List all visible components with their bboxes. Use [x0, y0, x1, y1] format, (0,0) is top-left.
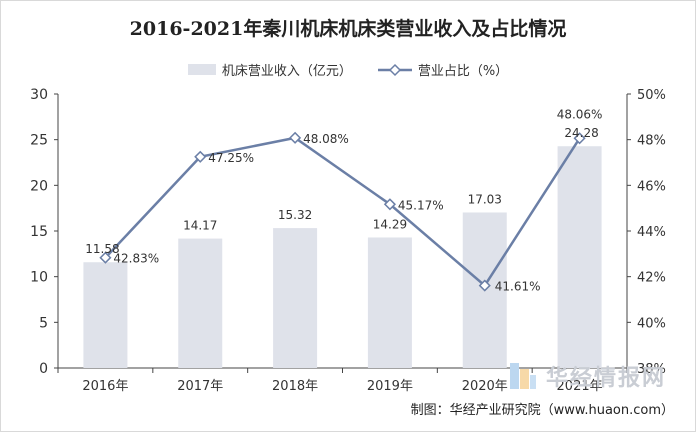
watermark: 华经情报网 — [508, 360, 666, 392]
bar-data-label: 15.32 — [278, 208, 312, 222]
legend-item-revenue: 机床营业收入（亿元） — [187, 60, 352, 79]
bar-data-label: 14.17 — [183, 219, 217, 233]
y-right-tick-label: 46% — [637, 179, 666, 194]
x-tick-label: 2019年 — [367, 379, 413, 394]
legend-item-share: 营业占比（%） — [377, 60, 509, 79]
y-left-tick-label: 25 — [30, 133, 48, 149]
x-tick-label: 2016年 — [82, 379, 128, 394]
bar-data-label: 24.28 — [564, 126, 598, 140]
legend-line-swatch — [377, 63, 412, 76]
y-right-tick-label: 44% — [637, 225, 666, 240]
x-tick-label: 2021年 — [557, 379, 603, 394]
line-point — [478, 279, 491, 292]
line-data-label: 48.06% — [557, 107, 603, 121]
y-left-tick-label: 15 — [30, 224, 48, 240]
bar — [367, 237, 412, 368]
bar-data-label: 17.03 — [468, 192, 502, 206]
bar-data-label: 11.58 — [85, 242, 119, 256]
x-tick-label: 2018年 — [272, 379, 318, 394]
watermark-text: 华经情报网 — [546, 366, 667, 391]
y-right-tick-label: 48% — [637, 134, 666, 149]
share-line — [104, 136, 581, 288]
legend-line-label: 营业占比（%） — [417, 64, 509, 79]
x-tick-label: 2017年 — [177, 379, 223, 394]
line-data-label: 48.08% — [303, 132, 349, 146]
line-point — [383, 198, 396, 211]
y-left-tick-label: 30 — [30, 87, 48, 103]
y-left-tick-label: 10 — [30, 270, 48, 286]
line-point — [289, 131, 302, 144]
bar — [178, 238, 223, 368]
watermark-logo-icon — [510, 363, 536, 389]
bar — [557, 146, 602, 368]
line-data-label: 41.61% — [495, 280, 541, 294]
bar-data-label: 14.29 — [373, 217, 407, 231]
legend-bar-label: 机床营业收入（亿元） — [221, 64, 352, 79]
source-note: 制图：华经产业研究院（www.huaon.com） — [410, 403, 674, 418]
y-left-tick-label: 5 — [39, 315, 48, 331]
line-point — [573, 132, 586, 145]
y-left-tick-label: 20 — [30, 178, 48, 194]
line-point — [99, 251, 112, 264]
legend-bar-swatch — [187, 64, 216, 75]
y-right-tick-label: 42% — [637, 271, 666, 286]
line-data-label: 42.83% — [113, 252, 159, 266]
bar — [83, 262, 128, 368]
y-right-tick-label: 40% — [637, 316, 666, 331]
y-right-tick-label: 50% — [637, 88, 666, 103]
bar — [273, 228, 318, 368]
line-data-label: 45.17% — [398, 198, 444, 212]
line-data-label: 47.25% — [208, 151, 254, 165]
x-tick-label: 2020年 — [462, 379, 508, 394]
y-right-tick-label: 38% — [637, 362, 666, 377]
chart-title: 2016-2021年秦川机床机床类营业收入及占比情况 — [129, 18, 567, 40]
line-point — [194, 150, 207, 163]
chart-legend: 机床营业收入（亿元） 营业占比（%） — [0, 60, 696, 79]
y-left-tick-label: 0 — [39, 361, 48, 377]
